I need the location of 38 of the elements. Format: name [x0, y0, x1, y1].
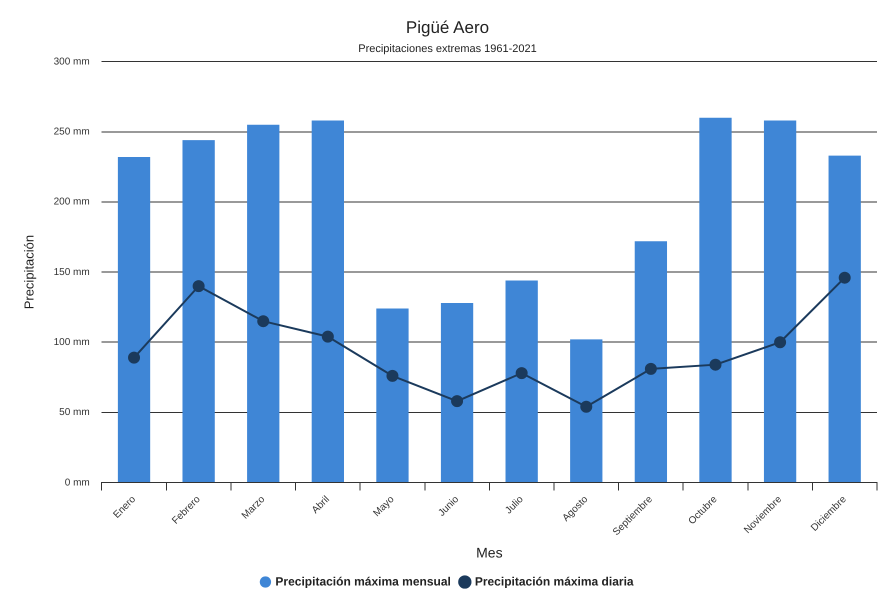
- bar: [764, 120, 796, 482]
- x-axis-title: Mes: [476, 544, 503, 560]
- y-tick-label: 300 mm: [54, 56, 90, 68]
- bar: [828, 156, 861, 482]
- y-tick-label: 0 mm: [64, 477, 90, 488]
- point: [838, 272, 851, 284]
- point: [128, 352, 140, 364]
- bar: [699, 118, 732, 482]
- point: [257, 315, 270, 328]
- x-tick-label: Julio: [503, 494, 526, 516]
- point: [451, 395, 464, 408]
- chart-subtitle: Precipitaciones extremas 1961-2021: [358, 43, 537, 56]
- bar: [506, 280, 538, 482]
- point: [386, 370, 398, 382]
- point: [192, 280, 205, 292]
- bar: [118, 157, 150, 482]
- legend-label: Precipitación máxima diaria: [474, 574, 634, 588]
- bar: [440, 302, 474, 482]
- bar: [570, 339, 602, 482]
- bar: [182, 140, 215, 482]
- bar: [312, 120, 344, 482]
- y-tick-label: 200 mm: [54, 196, 90, 208]
- point: [580, 400, 592, 413]
- point: [516, 367, 528, 380]
- chart-title: Pigüé Aero: [406, 18, 490, 37]
- point: [709, 358, 722, 371]
- legend-label: Precipitación máxima mensual: [275, 574, 451, 588]
- y-tick-label: 100 mm: [54, 336, 90, 348]
- bar: [376, 308, 409, 482]
- point: [774, 336, 786, 348]
- y-axis-title: Precipitación: [21, 234, 36, 310]
- y-tick-label: 150 mm: [54, 266, 90, 278]
- point: [644, 362, 657, 375]
- y-tick-label: 250 mm: [54, 126, 90, 138]
- point: [322, 330, 334, 343]
- y-tick-label: 50 mm: [59, 407, 90, 418]
- bar: [247, 124, 280, 482]
- bar: [634, 241, 668, 482]
